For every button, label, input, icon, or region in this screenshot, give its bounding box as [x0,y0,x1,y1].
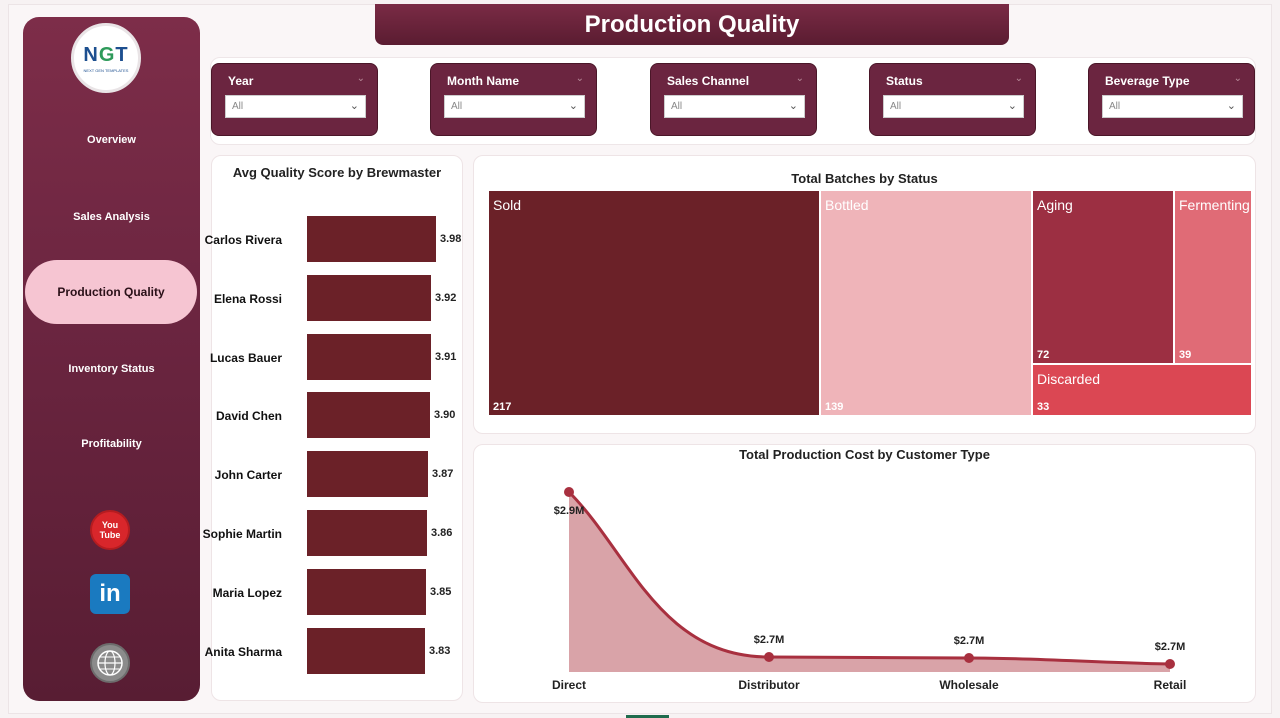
chevron-down-icon[interactable]: ⌄ [1233,73,1242,84]
chevron-down-icon[interactable]: ⌄ [795,73,804,84]
treemap-label: Aging [1037,197,1073,213]
ngt-logo[interactable]: NGT NEXT GEN TEMPLATES [71,23,141,93]
brewmaster-label: Anita Sharma [204,644,282,659]
quality-score-bar[interactable] [307,274,431,321]
quality-score-bar[interactable] [307,510,427,556]
website-globe-icon[interactable] [90,643,130,683]
brewmaster-label: Lucas Bauer [209,350,282,365]
linkedin-icon[interactable]: in [90,574,130,614]
chevron-down-icon[interactable]: ⌄ [1014,73,1023,84]
year-dropdown[interactable]: All ⌄ [225,95,366,118]
quality-score-bar[interactable] [307,627,425,674]
production-cost-area-chart: Total Production Cost by Customer Type $… [473,444,1256,703]
quality-score-bar[interactable] [307,216,436,262]
dropdown-arrow-icon: ⌄ [1226,100,1236,112]
area-fill [569,492,1170,672]
treemap-value: 39 [1179,349,1192,361]
sales-channel-dropdown[interactable]: All ⌄ [664,95,805,118]
nav-sales-analysis[interactable]: Sales Analysis [73,211,150,223]
treemap-cell-discarded[interactable]: Discarded 33 [1033,365,1251,415]
treemap-cell-fermenting[interactable]: Fermenting 39 [1175,191,1251,363]
treemap-cell-aging[interactable]: Aging 72 [1033,191,1173,363]
nav-profitability[interactable]: Profitability [81,438,142,450]
x-tick-label: Wholesale [939,678,999,692]
brewmaster-label: Carlos Rivera [204,233,282,247]
brewmaster-label: David Chen [215,409,282,424]
area-chart-svg: $2.9M Direct $2.7M Distributor $2.7M Wholesal… [552,487,1187,692]
quality-score-bar[interactable] [307,333,431,380]
chevron-down-icon[interactable]: ⌄ [575,73,584,84]
beverage-type-slicer: Beverage Type ⌄ All ⌄ [1088,63,1255,136]
bar-value-label: 3.98 [440,233,462,245]
dropdown-arrow-icon: ⌄ [788,100,798,112]
year-slicer: Year ⌄ All ⌄ [211,63,378,136]
beverage-type-dropdown[interactable]: All ⌄ [1102,95,1243,118]
nav-inventory-status[interactable]: Inventory Status [68,363,155,375]
bar-value-label: 3.91 [435,350,457,363]
status-dropdown[interactable]: All ⌄ [883,95,1024,118]
treemap-value: 139 [825,401,844,413]
dropdown-arrow-icon: ⌄ [349,100,359,112]
bar-value-label: 3.90 [434,409,456,422]
total-batches-treemap: Total Batches by Status Sold 217 Bottled 13… [473,155,1256,434]
quality-score-bar[interactable] [307,568,426,615]
series-line [567,490,1171,666]
avg-quality-score-chart: Avg Quality Score by Brewmaster Carlos R… [203,155,463,701]
treemap-value: 33 [1037,401,1050,413]
dropdown-arrow-icon: ⌄ [568,100,578,112]
data-point[interactable] [764,652,774,662]
data-point[interactable] [564,487,574,497]
treemap-value: 217 [493,401,512,413]
brewmaster-label: John Carter [214,468,282,483]
chevron-down-icon[interactable]: ⌄ [356,73,365,84]
treemap-label: Sold [493,197,522,213]
month-name-dropdown[interactable]: All ⌄ [444,95,585,118]
month-name-slicer: Month Name ⌄ All ⌄ [430,63,597,136]
treemap-cell-sold[interactable]: Sold 217 [489,191,819,415]
nav-overview[interactable]: Overview [87,134,136,146]
data-point[interactable] [964,653,974,663]
quality-score-bar[interactable] [307,451,428,498]
treemap-label: Bottled [825,197,869,213]
brewmaster-label: Maria Lopez [212,585,282,600]
treemap-cell-bottled[interactable]: Bottled 139 [821,191,1031,415]
page-title: Production Quality [375,4,1009,45]
bar-value-label: 3.87 [432,468,454,481]
x-tick-label: Distributor [738,678,800,692]
chart-title: Avg Quality Score by Brewmaster [232,165,442,180]
brewmaster-label: Sophie Martin [202,527,282,541]
bar-value-label: 3.86 [431,527,453,539]
data-label: $2.7M [954,635,985,647]
status-slicer: Status ⌄ All ⌄ [869,63,1036,136]
chart-title: Total Batches by Status [791,171,938,186]
nav-production-quality[interactable]: Production Quality [25,260,197,324]
bar-value-label: 3.92 [435,291,457,304]
quality-score-bar[interactable] [307,392,430,439]
data-label: $2.7M [754,634,785,646]
youtube-icon[interactable]: You Tube [90,510,130,550]
brewmaster-label: Elena Rossi [213,291,282,306]
treemap-label: Fermenting [1179,197,1250,213]
page-tab-indicator [626,715,669,718]
x-tick-label: Retail [1154,678,1187,692]
treemap-value: 72 [1037,349,1050,361]
sales-channel-slicer: Sales Channel ⌄ All ⌄ [650,63,817,136]
sidebar: NGT NEXT GEN TEMPLATES Overview Sales An… [23,17,200,701]
x-tick-label: Direct [552,678,586,692]
data-label: $2.9M [554,505,585,517]
dropdown-arrow-icon: ⌄ [1007,100,1017,112]
chart-title: Total Production Cost by Customer Type [739,447,990,462]
bar-value-label: 3.83 [429,644,451,657]
bar-value-label: 3.85 [430,585,452,598]
globe-icon [97,650,123,676]
data-point[interactable] [1165,659,1175,669]
data-label: $2.7M [1155,641,1186,653]
treemap-label: Discarded [1037,371,1101,387]
